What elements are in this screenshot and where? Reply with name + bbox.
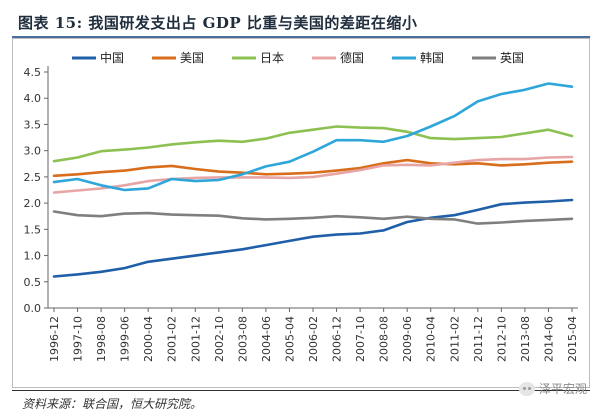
x-tick-label: 2006-12 [331, 316, 344, 362]
y-tick-label: 1.5 [24, 223, 42, 236]
x-tick-label: 2000-04 [142, 316, 155, 362]
title-bar: 图表 15: 我国研发支出占 GDP 比重与美国的差距在缩小 [12, 6, 590, 38]
watermark-text: 泽平宏观 [538, 382, 587, 396]
legend-label-2: 日本 [260, 51, 284, 65]
x-tick-label: 2002-10 [213, 316, 226, 362]
x-tick-label: 2015-04 [566, 316, 579, 362]
x-tick-label: 2004-06 [260, 316, 273, 362]
x-tick-label: 1997-10 [72, 316, 85, 362]
x-tick-label: 2007-10 [354, 316, 367, 362]
y-tick-label: 0.0 [24, 302, 42, 315]
x-tick-label: 2011-12 [472, 316, 485, 362]
x-axis: 1996-12 1997-10 1998-08 1999-06 2000-04 2001-… [48, 307, 579, 362]
x-tick-label: 2013-08 [519, 316, 532, 362]
x-tick-label: 2009-06 [401, 316, 414, 362]
y-tick-label: 4.5 [24, 66, 42, 79]
y-tick-label: 2.5 [24, 171, 42, 184]
x-tick-label: 2010-04 [425, 316, 438, 362]
x-tick-label: 2003-08 [236, 316, 249, 362]
x-tick-label: 1996-12 [48, 316, 61, 362]
x-tick-label: 2008-08 [378, 316, 391, 362]
watermark: 泽平宏观 [518, 380, 587, 397]
series-line-0 [52, 198, 574, 278]
y-tick-label: 4.0 [24, 92, 42, 105]
source-bar: 资料来源：联合国，恒大研究院。 [12, 390, 590, 415]
series-line-4 [52, 82, 574, 192]
legend-label-4: 韩国 [420, 50, 444, 65]
legend-label-5: 英国 [500, 51, 524, 65]
y-tick-label: 0.5 [24, 276, 42, 289]
legend: 中国 美国 日本 德国 韩国 英国 [72, 50, 524, 65]
legend-label-1: 美国 [180, 51, 204, 65]
legend-label-0: 中国 [100, 50, 124, 65]
x-tick-label: 2001-12 [189, 316, 202, 362]
y-tick-label: 1.0 [24, 250, 42, 263]
y-axis: 0.0 0.5 1.0 1.5 2.0 2.5 3.0 3.5 4.0 4.5 [24, 66, 49, 315]
x-tick-label: 2005-04 [283, 316, 296, 362]
wechat-icon [518, 381, 535, 396]
x-tick-label: 2011-02 [448, 316, 461, 362]
x-tick-label: 2001-02 [166, 316, 179, 362]
series-line-5 [52, 210, 574, 225]
series-line-3 [52, 155, 574, 194]
legend-label-3: 德国 [340, 50, 364, 65]
series-line-2 [52, 125, 574, 163]
source-note: 资料来源：联合国，恒大研究院。 [22, 397, 203, 411]
y-tick-label: 2.0 [24, 197, 42, 210]
series-lines [52, 82, 574, 278]
chart-frame [12, 38, 590, 388]
x-tick-label: 2006-02 [307, 316, 320, 362]
y-tick-label: 3.0 [24, 145, 42, 158]
y-tick-label: 3.5 [24, 118, 42, 131]
x-tick-label: 1999-06 [119, 316, 132, 362]
x-tick-label: 2014-06 [542, 316, 555, 362]
x-tick-label: 2012-10 [495, 316, 508, 362]
line-chart: 中国 美国 日本 德国 韩国 英国 0.0 0.5 1.0 1.5 2.0 2.5 3.0 3.5 4.0… [24, 50, 580, 362]
x-tick-label: 1998-08 [95, 316, 108, 362]
chart-title: 图表 15: 我国研发支出占 GDP 比重与美国的差距在缩小 [18, 14, 418, 32]
series-line-1 [52, 158, 574, 178]
